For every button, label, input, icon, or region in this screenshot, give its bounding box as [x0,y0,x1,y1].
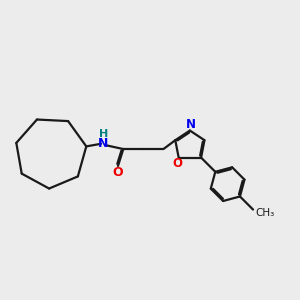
Text: N: N [186,118,196,131]
Text: H: H [99,129,108,139]
Text: O: O [113,166,123,179]
Text: O: O [172,157,182,170]
Text: CH₃: CH₃ [256,208,275,218]
Text: N: N [98,137,108,150]
